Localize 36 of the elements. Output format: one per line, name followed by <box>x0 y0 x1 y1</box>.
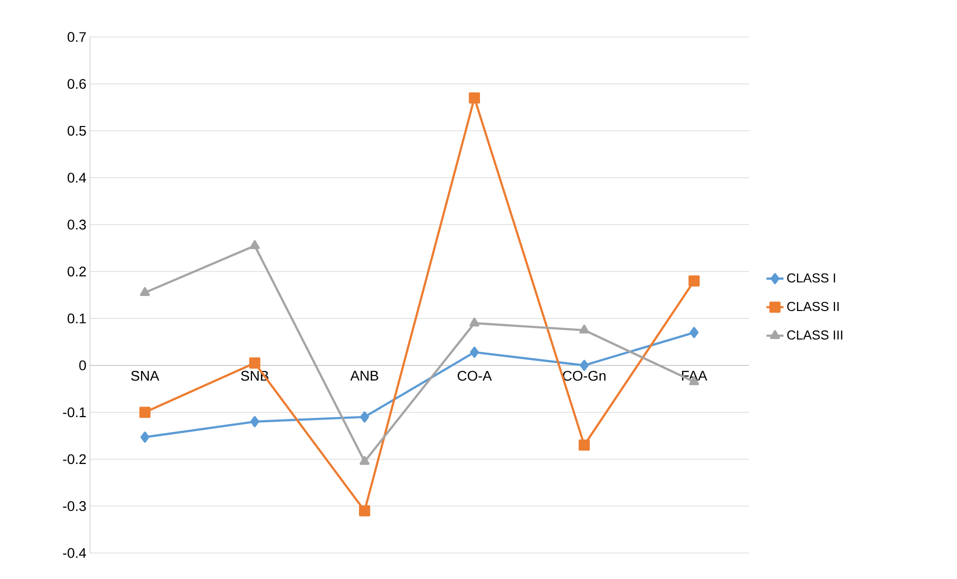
x-tick-label: SNA <box>131 370 160 381</box>
x-tick-label: CO-Gn <box>562 370 606 381</box>
point <box>359 505 370 516</box>
x-tick-label: ANB <box>350 370 378 380</box>
y-tick-label: 0.3 <box>68 220 86 230</box>
y-tick-label: -0.3 <box>63 501 86 512</box>
point <box>249 357 260 369</box>
point <box>580 360 589 371</box>
point <box>360 456 370 465</box>
y-tick-label: 0.5 <box>68 126 86 136</box>
point <box>469 318 480 326</box>
y-tick-label: 0.4 <box>68 172 86 183</box>
point <box>140 432 150 443</box>
point <box>139 406 150 418</box>
point <box>690 326 699 338</box>
point <box>470 346 479 358</box>
legend-label: CLASS III <box>787 330 842 340</box>
y-tick-label: -0.1 <box>63 407 86 418</box>
point <box>688 275 700 286</box>
point <box>360 411 370 423</box>
point <box>250 240 260 250</box>
legend-label: CLASS I <box>787 273 836 283</box>
y-tick-label: 0.2 <box>68 266 86 276</box>
legend-label: CLASS II <box>787 302 839 312</box>
point <box>468 92 480 104</box>
y-tick-label: -0.4 <box>63 548 86 558</box>
y-tick-label: 0.6 <box>68 78 86 89</box>
point <box>578 440 590 451</box>
y-tick-label: 0 <box>79 360 86 370</box>
y-tick-label: 0.7 <box>68 32 86 42</box>
y-tick-label: 0.1 <box>68 314 86 324</box>
x-tick-label: CO-A <box>458 370 492 381</box>
point <box>140 287 150 296</box>
point <box>250 416 260 428</box>
y-tick-label: -0.2 <box>63 454 86 464</box>
point <box>579 324 590 334</box>
